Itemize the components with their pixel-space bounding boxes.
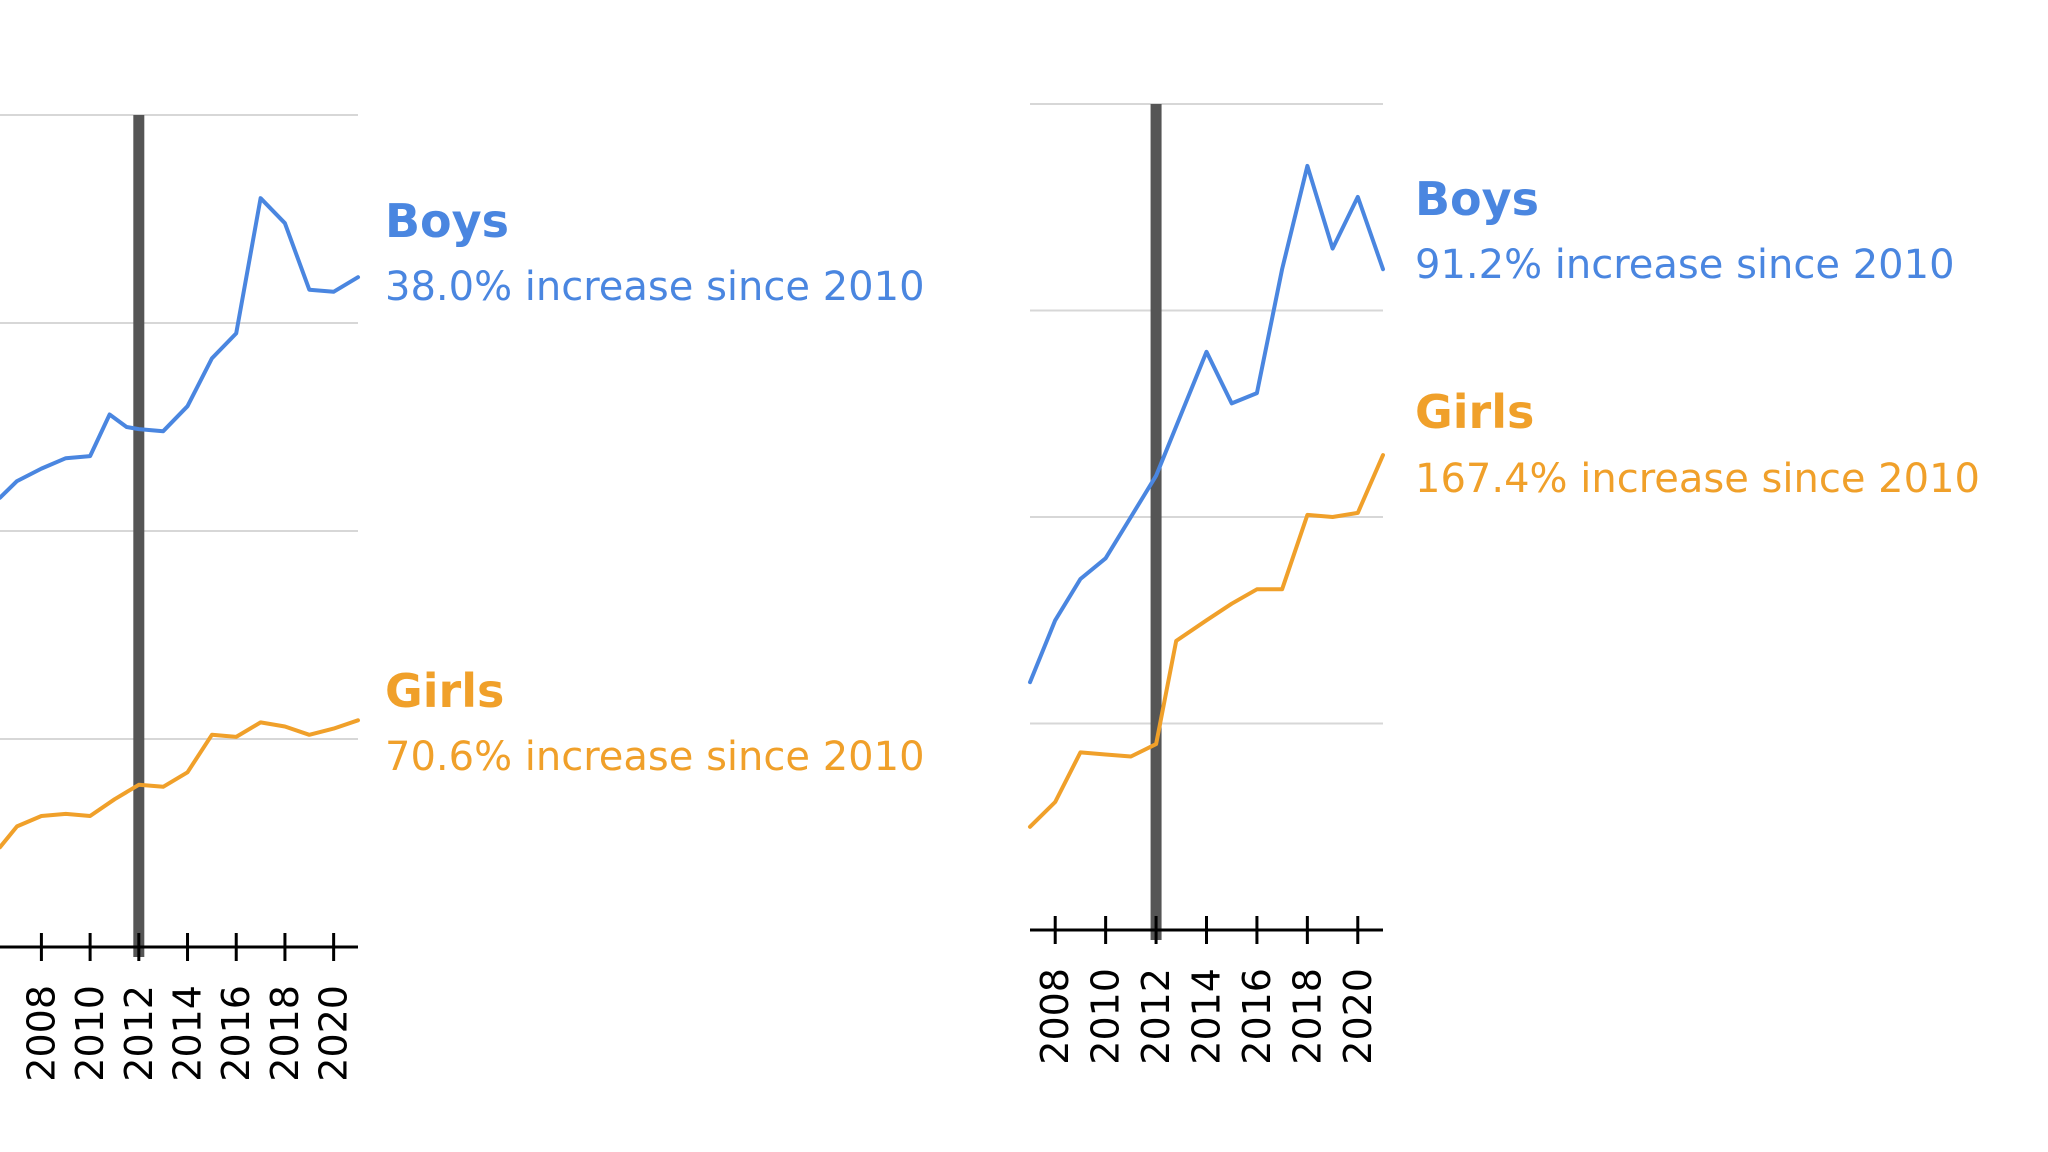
right-chart-series-labels: Boys 91.2% increase since 2010 Girls 167… bbox=[1415, 172, 1980, 502]
right-tick-label-2016: 2016 bbox=[1235, 968, 1279, 1065]
right-chart-gridlines bbox=[1030, 103, 1383, 725]
right-tick-label-2018: 2018 bbox=[1285, 968, 1329, 1065]
left-chart-series-lines bbox=[0, 196, 360, 850]
left-boys-increase-label: 38.0% increase since 2010 bbox=[385, 264, 925, 310]
left-girls-line bbox=[0, 718, 360, 850]
left-chart-x-tick-labels: 2008 2010 2012 2014 2016 2018 2020 bbox=[19, 985, 355, 1082]
left-tick-label-2020: 2020 bbox=[312, 985, 356, 1082]
right-chart-x-tick-labels: 2008 2010 2012 2014 2016 2018 2020 bbox=[1033, 968, 1380, 1065]
right-boys-increase-label: 91.2% increase since 2010 bbox=[1415, 242, 1955, 288]
right-tick-label-2008: 2008 bbox=[1033, 968, 1077, 1065]
left-boys-line bbox=[0, 196, 360, 500]
left-tick-label-2018: 2018 bbox=[263, 985, 307, 1082]
right-tick-label-2012: 2012 bbox=[1134, 968, 1178, 1065]
right-chart-panel: 2008 2010 2012 2014 2016 2018 2020 Boys 91.2% … bbox=[1028, 103, 1980, 1065]
right-chart-x-axis bbox=[1030, 916, 1383, 944]
right-tick-label-2014: 2014 bbox=[1185, 968, 1229, 1065]
left-boys-label: Boys bbox=[385, 194, 509, 248]
left-tick-label-2008: 2008 bbox=[19, 985, 63, 1082]
right-girls-label: Girls bbox=[1415, 385, 1534, 439]
left-tick-label-2012: 2012 bbox=[117, 985, 161, 1082]
left-tick-label-2014: 2014 bbox=[166, 985, 210, 1082]
left-tick-label-2016: 2016 bbox=[214, 985, 258, 1082]
right-boys-line bbox=[1028, 163, 1385, 685]
right-tick-label-2020: 2020 bbox=[1336, 968, 1380, 1065]
left-chart-panel: 2008 2010 2012 2014 2016 2018 2020 Boys 38.0% … bbox=[0, 114, 925, 1082]
left-chart-gridlines bbox=[0, 114, 358, 740]
right-chart-series-lines bbox=[1028, 163, 1385, 829]
right-girls-line bbox=[1028, 453, 1385, 829]
left-tick-label-2010: 2010 bbox=[68, 985, 112, 1082]
right-tick-label-2010: 2010 bbox=[1084, 968, 1128, 1065]
right-girls-increase-label: 167.4% increase since 2010 bbox=[1415, 456, 1980, 502]
left-chart-series-labels: Boys 38.0% increase since 2010 Girls 70.… bbox=[385, 194, 925, 780]
left-girls-label: Girls bbox=[385, 664, 504, 718]
right-boys-label: Boys bbox=[1415, 172, 1539, 226]
left-chart-x-axis bbox=[0, 933, 358, 961]
left-girls-increase-label: 70.6% increase since 2010 bbox=[385, 734, 925, 780]
